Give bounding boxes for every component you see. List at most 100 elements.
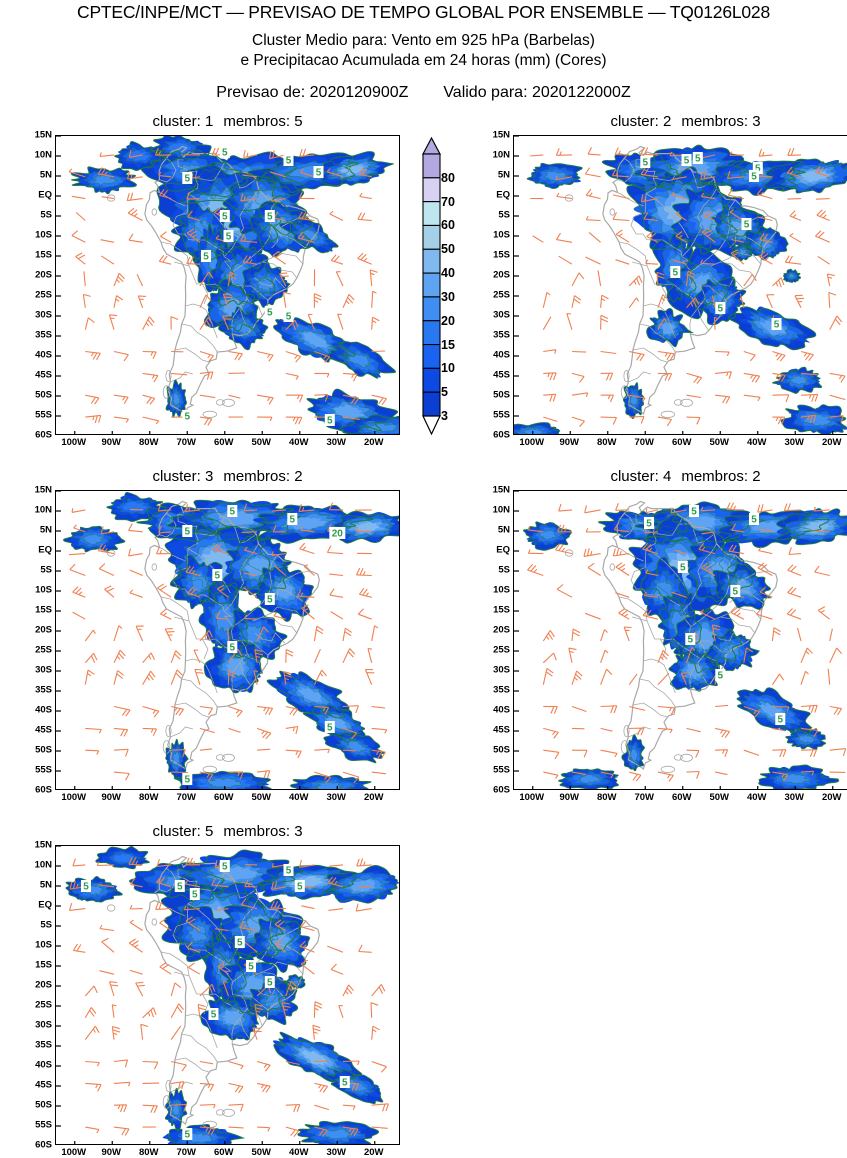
y-axis-tick-55S: 55S: [35, 765, 52, 776]
colorbar-tick-15: 15: [441, 338, 455, 352]
y-axis-tick-5S: 5S: [40, 210, 52, 221]
contour-label: 5: [733, 587, 739, 598]
x-axis-tick-100W: 100W: [519, 437, 544, 448]
x-axis-tick-50W: 50W: [251, 437, 271, 448]
contour-label: 5: [695, 154, 701, 165]
y-axis-tick-10N: 10N: [35, 150, 52, 161]
contour-label: 5: [222, 212, 228, 223]
y-axis-tick-5S: 5S: [498, 565, 510, 576]
y-axis-tick-45S: 45S: [35, 370, 52, 381]
y-axis-tick-15S: 15S: [493, 605, 510, 616]
y-axis-tick-EQ: EQ: [38, 900, 52, 911]
x-axis-tick-40W: 40W: [747, 792, 767, 803]
y-axis-tick-20S: 20S: [493, 625, 510, 636]
y-axis-tick-40S: 40S: [35, 705, 52, 716]
contour-label: 5: [230, 643, 236, 654]
membros-label: membros:: [223, 823, 290, 840]
subtitle-line-1: Cluster Medio para: Vento em 925 hPa (Ba…: [0, 32, 847, 50]
y-axis-tick-50S: 50S: [35, 745, 52, 756]
cluster-label: cluster:: [610, 468, 658, 485]
x-axis-tick-60W: 60W: [672, 437, 692, 448]
cluster-label: cluster:: [152, 113, 200, 130]
y-axis-tick-35S: 35S: [493, 685, 510, 696]
x-axis-tick-90W: 90W: [101, 437, 121, 448]
x-axis-tick-50W: 50W: [251, 792, 271, 803]
y-axis-tick-15S: 15S: [35, 605, 52, 616]
x-axis-tick-40W: 40W: [747, 437, 767, 448]
precipitation-fill-layer: [523, 502, 847, 790]
contour-label: 5: [185, 174, 191, 185]
y-axis-tick-20S: 20S: [35, 270, 52, 281]
x-axis-tick-30W: 30W: [784, 437, 804, 448]
y-axis-tick-10S: 10S: [35, 230, 52, 241]
x-axis-tick-20W: 20W: [822, 437, 842, 448]
x-axis-tick-60W: 60W: [214, 792, 234, 803]
y-axis-tick-30S: 30S: [493, 310, 510, 321]
x-axis-tick-70W: 70W: [634, 792, 654, 803]
x-axis-tick-60W: 60W: [672, 792, 692, 803]
cluster-label: cluster:: [152, 468, 200, 485]
membros-value: 2: [752, 468, 760, 485]
y-axis-tick-20S: 20S: [493, 270, 510, 281]
y-axis-tick-50S: 50S: [35, 1100, 52, 1111]
y-axis-tick-10N: 10N: [35, 505, 52, 516]
x-axis-tick-20W: 20W: [822, 792, 842, 803]
y-axis-tick-10N: 10N: [493, 505, 510, 516]
x-axis-tick-80W: 80W: [139, 437, 159, 448]
contour-label: 5: [778, 715, 784, 726]
y-axis-tick-35S: 35S: [493, 330, 510, 341]
contour-label: 5: [83, 882, 89, 893]
subtitle-line-2: e Precipitacao Acumulada em 24 horas (mm…: [0, 52, 847, 70]
y-axis-tick-5N: 5N: [40, 880, 52, 891]
contour-label: 5: [192, 890, 198, 901]
membros-value: 5: [294, 113, 302, 130]
x-axis-tick-30W: 30W: [326, 437, 346, 448]
y-axis-tick-5S: 5S: [498, 210, 510, 221]
y-axis-tick-50S: 50S: [493, 745, 510, 756]
contour-label: 5: [185, 412, 191, 423]
y-axis-tick-55S: 55S: [493, 410, 510, 421]
cluster-value: 3: [205, 468, 213, 485]
x-axis-tick-90W: 90W: [559, 437, 579, 448]
contour-label: 5: [688, 635, 694, 646]
y-axis-tick-45S: 45S: [35, 725, 52, 736]
y-axis-tick-35S: 35S: [35, 685, 52, 696]
x-axis-tick-40W: 40W: [289, 1147, 309, 1158]
cluster-value: 1: [205, 113, 213, 130]
contour-label: 5: [267, 978, 273, 989]
contour-label: 5: [248, 962, 254, 973]
contour-label: 5: [718, 304, 724, 315]
membros-label: membros:: [681, 113, 748, 130]
x-axis-tick-80W: 80W: [597, 437, 617, 448]
x-axis-tick-80W: 80W: [139, 792, 159, 803]
colorbar-tick-70: 70: [441, 195, 455, 209]
x-axis-tick-90W: 90W: [101, 792, 121, 803]
y-axis-tick-EQ: EQ: [496, 545, 510, 556]
y-axis-tick-5N: 5N: [40, 170, 52, 181]
x-axis-tick-50W: 50W: [709, 437, 729, 448]
contour-label: 5: [237, 938, 243, 949]
y-axis-tick-50S: 50S: [35, 390, 52, 401]
y-axis-tick-35S: 35S: [35, 330, 52, 341]
membros-value: 3: [752, 113, 760, 130]
y-axis-tick-5N: 5N: [498, 525, 510, 536]
y-axis-tick-15S: 15S: [35, 960, 52, 971]
y-axis-tick-10S: 10S: [493, 585, 510, 596]
y-axis-tick-10N: 10N: [493, 150, 510, 161]
